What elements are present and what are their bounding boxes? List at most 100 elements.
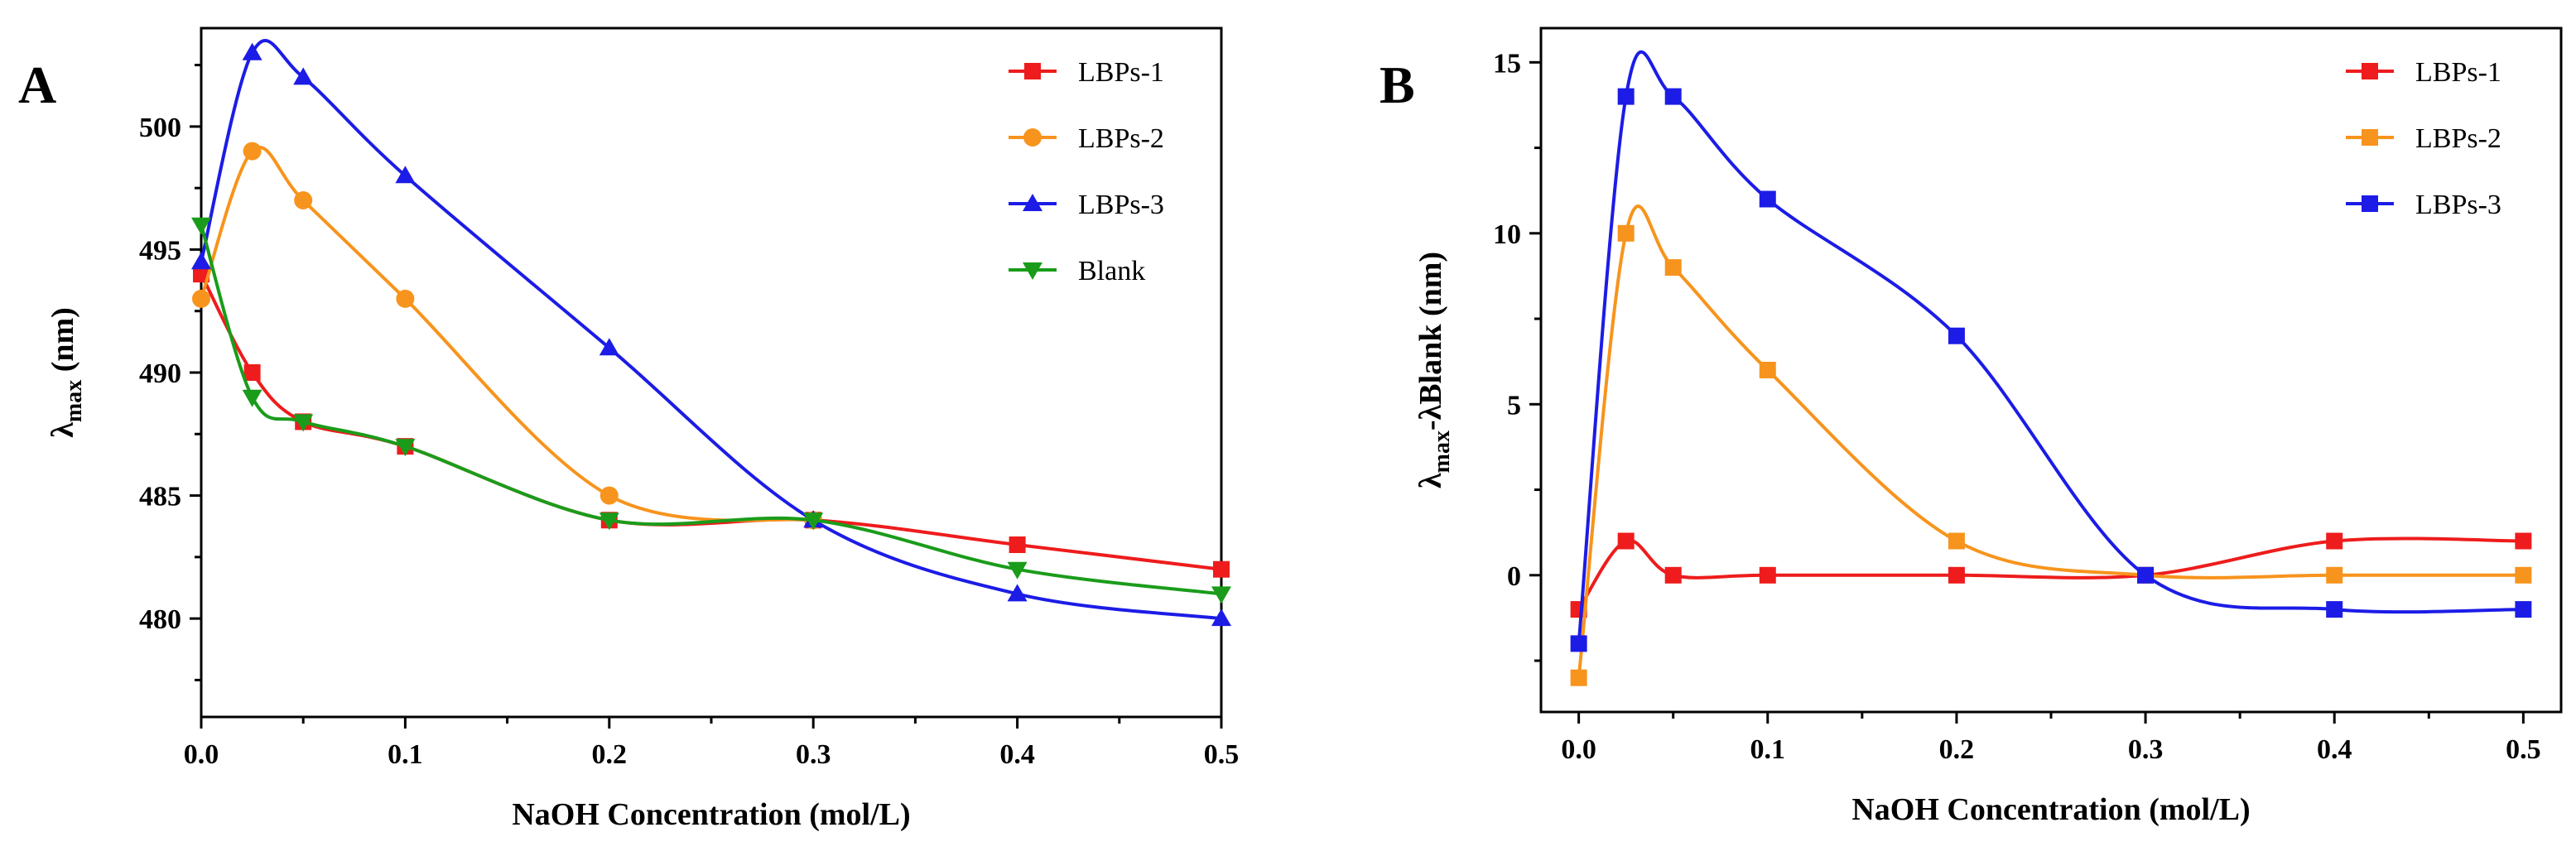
data-point bbox=[2137, 566, 2155, 584]
data-point bbox=[2326, 532, 2343, 550]
data-point bbox=[242, 389, 262, 407]
data-point bbox=[1213, 560, 1230, 578]
y-axis-title-sub: max bbox=[1429, 430, 1455, 473]
y-axis-title-unit: (nm) bbox=[46, 307, 80, 380]
data-point bbox=[1009, 536, 1026, 553]
series-lbps-3 bbox=[1570, 50, 2532, 652]
series-line bbox=[200, 39, 1222, 621]
x-tick-label: 0.3 bbox=[2128, 734, 2164, 765]
y-axis-title: λmax (nm) bbox=[46, 307, 87, 438]
data-point bbox=[1570, 635, 1587, 652]
legend-entry: LBPs-1 bbox=[2346, 57, 2501, 88]
data-point bbox=[1617, 88, 1635, 105]
data-point bbox=[599, 338, 619, 356]
data-point bbox=[599, 512, 619, 531]
legend-entry: LBPs-1 bbox=[1009, 57, 1164, 88]
legend-marker bbox=[2362, 129, 2378, 146]
legend-label: LBPs-3 bbox=[2415, 190, 2501, 220]
legend-marker bbox=[2362, 63, 2378, 79]
x-tick-label: 0.5 bbox=[2506, 734, 2541, 765]
data-point bbox=[192, 289, 210, 308]
x-axis-title: NaOH Concentration (mol/L) bbox=[512, 797, 910, 832]
legend-label: LBPs-1 bbox=[2415, 57, 2501, 88]
y-tick-label: 500 bbox=[139, 113, 181, 143]
x-tick-label: 0.1 bbox=[388, 739, 423, 770]
data-point bbox=[1948, 532, 1965, 550]
data-point bbox=[1007, 561, 1028, 580]
legend-entry: Blank bbox=[1009, 256, 1145, 286]
data-point bbox=[1759, 362, 1776, 378]
legend-marker bbox=[1023, 128, 1042, 147]
data-point bbox=[293, 414, 314, 432]
legend-entry: LBPs-2 bbox=[2346, 123, 2501, 154]
y-tick-label: 0 bbox=[1507, 561, 1521, 592]
x-tick-label: 0.2 bbox=[1939, 734, 1975, 765]
series-blank bbox=[191, 217, 1231, 604]
data-point bbox=[293, 67, 314, 85]
legend-label: LBPs-3 bbox=[1078, 190, 1164, 220]
y-axis-title: λmax-λBlank (nm) bbox=[1413, 252, 1455, 488]
legend-entry: LBPs-2 bbox=[1009, 123, 1164, 154]
x-tick-label: 0.2 bbox=[592, 739, 628, 770]
series-line bbox=[1577, 50, 2524, 644]
data-point bbox=[2515, 601, 2532, 618]
data-point bbox=[243, 364, 261, 381]
legend-marker bbox=[1024, 63, 1041, 79]
data-point bbox=[1007, 584, 1028, 602]
y-tick-label: 490 bbox=[139, 358, 181, 389]
data-point bbox=[599, 486, 619, 505]
data-point bbox=[1617, 224, 1635, 242]
y-tick-label: 495 bbox=[139, 235, 181, 266]
data-point bbox=[1759, 566, 1776, 584]
data-point bbox=[1664, 566, 1682, 584]
legend-entry: LBPs-3 bbox=[2346, 190, 2501, 220]
data-point bbox=[191, 217, 211, 235]
data-point bbox=[1948, 327, 1965, 344]
data-point bbox=[396, 289, 415, 308]
data-point bbox=[242, 42, 262, 60]
x-tick-label: 0.4 bbox=[2317, 734, 2352, 765]
data-point bbox=[395, 439, 416, 457]
y-tick-label: 10 bbox=[1493, 219, 1521, 250]
y-tick-label: 480 bbox=[139, 604, 181, 635]
panel-b: B 0.0 0.1 0.2 0.3 0.4 0.5 0 5 10 15 NaOH Concentrat… bbox=[1379, 26, 2563, 827]
y-tick-label: 485 bbox=[139, 482, 181, 512]
data-point bbox=[1211, 586, 1231, 604]
data-point bbox=[1948, 566, 1965, 584]
legend-marker bbox=[1023, 194, 1042, 211]
data-point bbox=[1664, 88, 1682, 105]
y-axis-title-unit: Blank (nm) bbox=[1413, 252, 1448, 405]
data-point bbox=[294, 191, 313, 209]
x-axis-title: NaOH Concentration (mol/L) bbox=[1851, 792, 2250, 827]
y-axis-title-sub: max bbox=[61, 380, 87, 422]
y-axis-title-main: λ bbox=[1413, 473, 1448, 488]
data-point bbox=[193, 266, 209, 283]
legend-label: LBPs-2 bbox=[1078, 123, 1164, 154]
panel-a: A 0.0 0.1 0.2 0.3 0.4 0.5 480 485 490 495 500 NaOH C… bbox=[18, 26, 1240, 832]
legend-marker bbox=[1023, 262, 1042, 280]
x-tick-label: 0.3 bbox=[796, 739, 831, 770]
data-point bbox=[243, 142, 262, 161]
series-lbps-1 bbox=[1570, 532, 2532, 618]
panel-letter: B bbox=[1379, 55, 1415, 114]
series-lbps-2 bbox=[1570, 204, 2532, 686]
data-point bbox=[191, 252, 211, 270]
panel-letter: A bbox=[18, 55, 56, 114]
y-axis-title-main: λ bbox=[46, 422, 80, 438]
data-point bbox=[2515, 566, 2532, 584]
data-point bbox=[395, 166, 416, 184]
x-tick-label: 0.5 bbox=[1204, 739, 1240, 770]
data-point bbox=[1664, 259, 1682, 277]
x-tick-label: 0.0 bbox=[184, 739, 219, 770]
data-point bbox=[803, 512, 824, 531]
x-tick-label: 0.1 bbox=[1750, 734, 1786, 765]
series-lbps-3 bbox=[191, 39, 1231, 627]
legend-marker bbox=[2362, 195, 2378, 212]
y-tick-label: 5 bbox=[1507, 390, 1521, 421]
series-line bbox=[1577, 204, 2524, 678]
y-tick-label: 15 bbox=[1493, 48, 1521, 79]
legend-label: LBPs-2 bbox=[2415, 123, 2501, 154]
x-tick-label: 0.4 bbox=[999, 739, 1035, 770]
legend-entry: LBPs-3 bbox=[1009, 190, 1164, 220]
data-point bbox=[1617, 532, 1635, 550]
